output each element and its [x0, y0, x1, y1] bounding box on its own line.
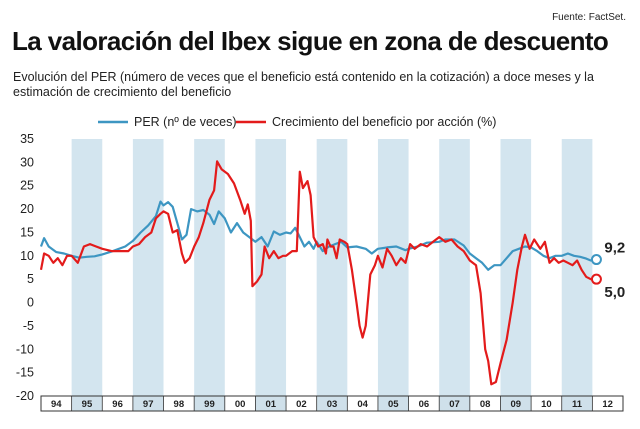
y-tick-label: -10 — [16, 342, 34, 356]
x-tick-label: 00 — [235, 399, 246, 410]
year-band-99 — [194, 139, 225, 396]
x-tick-label: 11 — [572, 399, 583, 410]
y-tick-label: -5 — [23, 319, 34, 333]
x-strip-border — [40, 395, 624, 412]
x-axis-strip — [40, 395, 624, 412]
y-tick-label: 10 — [20, 249, 34, 263]
x-strip-cell-08 — [469, 396, 501, 411]
x-strip-cell-07 — [439, 396, 470, 411]
y-tick-label: -15 — [16, 366, 34, 380]
x-strip-cell-95 — [71, 396, 103, 411]
year-band-09 — [500, 139, 532, 396]
year-band-07 — [439, 139, 470, 396]
x-strip-cell-10 — [531, 396, 562, 411]
y-tick-label: 5 — [27, 272, 34, 286]
y-tick-label: 35 — [20, 132, 34, 146]
x-strip-cell-00 — [224, 396, 256, 411]
year-band-03 — [316, 139, 348, 396]
x-strip-cell-12 — [592, 396, 623, 411]
per-series-line — [39, 200, 596, 271]
x-strip-cell-98 — [163, 396, 195, 411]
x-tick-label: 09 — [511, 399, 522, 410]
year-bands — [71, 139, 593, 396]
growth-series-line — [39, 160, 596, 386]
x-tick-label: 07 — [449, 399, 460, 410]
per-end-label: 9,2 — [604, 240, 625, 257]
per-end-marker — [590, 254, 602, 266]
x-tick-label: 97 — [143, 399, 154, 410]
x-strip-cell-97 — [132, 396, 164, 411]
x-tick-label: 05 — [388, 399, 399, 410]
chart-title: La valoración del Ibex sigue en zona de … — [12, 26, 609, 56]
x-tick-label: 98 — [174, 399, 185, 410]
series-lines — [39, 160, 596, 386]
x-tick-label: 94 — [51, 399, 62, 410]
x-tick-label: 96 — [112, 399, 123, 410]
y-tick-label: -20 — [16, 389, 34, 403]
year-band-97 — [132, 139, 164, 396]
growth-end-label: 5,0 — [604, 284, 625, 301]
x-strip-cell-05 — [377, 396, 409, 411]
x-strip-cell-94 — [41, 396, 72, 411]
legend-label-growth: Crecimiento del beneficio por acción (%) — [272, 115, 496, 129]
x-strip-cell-03 — [316, 396, 348, 411]
x-axis: 94 95 96 97 98 99 00 01 02 03 04 05 06 07 08 09 10 11 12 — [51, 399, 613, 410]
x-tick-label: 04 — [357, 399, 368, 410]
legend-label-per: PER (nº de veces) — [134, 115, 237, 129]
x-strip-cell-96 — [102, 396, 133, 411]
x-tick-label: 03 — [327, 399, 338, 410]
x-tick-label: 02 — [296, 399, 307, 410]
x-tick-label: 12 — [602, 399, 613, 410]
x-tick-label: 10 — [541, 399, 552, 410]
legend: PER (nº de veces) Crecimiento del benefic… — [98, 115, 496, 129]
chart-subtitle: Evolución del PER (número de veces que e… — [13, 70, 594, 99]
source-note: Fuente: FactSet. — [552, 12, 626, 23]
growth-end-marker — [590, 273, 602, 285]
x-strip-cell-02 — [286, 396, 317, 411]
x-tick-label: 06 — [419, 399, 430, 410]
x-strip-cell-99 — [194, 396, 225, 411]
y-tick-label: 15 — [20, 225, 34, 239]
x-strip-cell-06 — [408, 396, 440, 411]
year-band-95 — [71, 139, 103, 396]
x-tick-label: 08 — [480, 399, 491, 410]
x-strip-cell-11 — [561, 396, 593, 411]
end-markers: 9,2 5,0 — [590, 240, 625, 301]
y-tick-label: 30 — [20, 155, 34, 169]
x-strip-cell-01 — [255, 396, 287, 411]
y-tick-label: 25 — [20, 179, 34, 193]
y-tick-label: 20 — [20, 202, 34, 216]
year-band-11 — [561, 139, 593, 396]
y-axis: 35 30 25 20 15 10 5 0 -5 -10 -15 -20 — [16, 132, 34, 403]
x-strip-cell-04 — [347, 396, 378, 411]
x-tick-label: 99 — [204, 399, 215, 410]
x-strip-cell-09 — [500, 396, 532, 411]
y-tick-label: 0 — [27, 296, 34, 310]
x-tick-label: 01 — [265, 399, 276, 410]
x-tick-label: 95 — [82, 399, 93, 410]
year-band-01 — [255, 139, 287, 396]
